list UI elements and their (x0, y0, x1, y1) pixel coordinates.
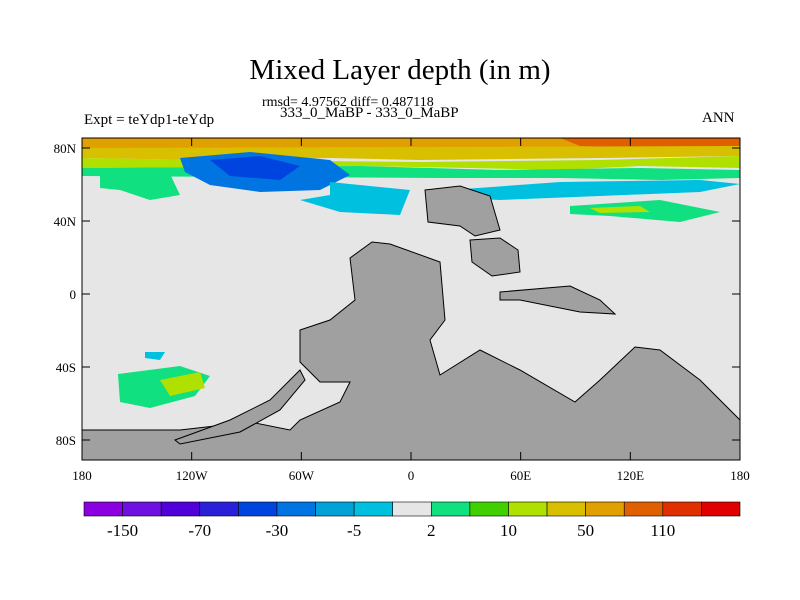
colorbar-label: -150 (107, 521, 138, 540)
north-cyan-patch (300, 182, 410, 215)
colorbar-box (546, 501, 586, 517)
colorbar-box (701, 501, 741, 517)
colorbar-box (315, 501, 355, 517)
stats-label: rmsd= 4.97562 diff= 0.487118 (262, 95, 434, 110)
lon-tick-label: 120W (176, 468, 209, 483)
north-darkblue-patch (210, 156, 300, 180)
south-cyan-spot (145, 352, 165, 360)
pacific-cyan-band (450, 180, 740, 200)
colorbar-box (469, 501, 509, 517)
land-mid-island (469, 237, 521, 277)
colorbar-label: 110 (650, 521, 675, 540)
lon-tick-label: 0 (408, 468, 415, 483)
colorbar-box (199, 501, 239, 517)
land-north-island (424, 185, 501, 237)
plot-title: Mixed Layer depth (in m) (249, 54, 551, 86)
lon-tick-label: 120E (617, 468, 645, 483)
colorbar-box (238, 501, 278, 517)
colorbar-box (508, 501, 548, 517)
colorbar-box (83, 501, 123, 517)
lon-tick-label: 180 (730, 468, 750, 483)
lat-tick-label: 40S (56, 360, 76, 375)
atlantic-green (100, 174, 180, 200)
colorbar-label: -70 (188, 521, 211, 540)
experiment-label: Expt = teYdp1-teYdp (84, 112, 215, 128)
colorbar: -150 -70 -30 -5 2 10 50 110 (83, 501, 741, 540)
axis-ticks: 80N 40N 0 40S 80S 180 120W 60W 0 60E 120E 180 (54, 138, 750, 483)
colorbar-box (276, 501, 316, 517)
plot-subtitle: 333_0_MaBP - 333_0_MaBP (280, 105, 459, 121)
lon-tick-label: 180 (72, 468, 92, 483)
land-southwest-strip (173, 369, 306, 445)
lat-tick-label: 0 (70, 287, 77, 302)
colorbar-box (662, 501, 702, 517)
land-masses (81, 185, 741, 461)
map-panel (81, 137, 741, 461)
lat-tick-label: 80N (54, 141, 77, 156)
colorbar-label: 50 (577, 521, 594, 540)
lat-tick-label: 40N (54, 214, 77, 229)
land-equatorial-island (499, 285, 617, 315)
colorbar-label: 10 (500, 521, 517, 540)
colorbar-label: 2 (427, 521, 436, 540)
band-red (560, 138, 740, 148)
lon-tick-label: 60W (289, 468, 315, 483)
south-lime-patch (160, 372, 205, 396)
season-label: ANN (702, 110, 735, 126)
colorbar-box (585, 501, 625, 517)
colorbar-box (623, 501, 664, 517)
colorbar-box (353, 501, 394, 517)
colorbar-label: -30 (266, 521, 289, 540)
colorbar-box (430, 501, 471, 517)
colorbar-label: -5 (347, 521, 361, 540)
lon-tick-label: 60E (510, 468, 531, 483)
colorbar-box (160, 501, 201, 517)
colorbar-box (122, 501, 162, 517)
lat-tick-label: 80S (56, 433, 76, 448)
pacific-yellow-spot (590, 206, 650, 213)
colorbar-box (392, 501, 432, 517)
